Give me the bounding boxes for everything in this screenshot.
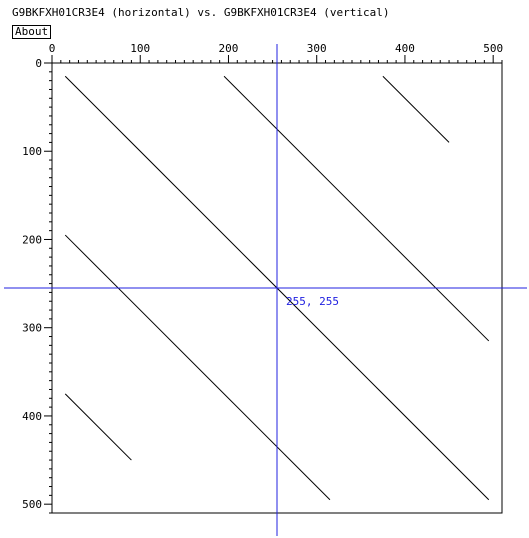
cursor-coordinates: 255, 255	[286, 295, 339, 308]
x-tick-label: 300	[307, 42, 327, 55]
y-axis-major-ticks: 0 100 200 300 400 500	[22, 57, 52, 511]
x-tick-label: 100	[130, 42, 150, 55]
x-axis-minor-ticks	[60, 60, 503, 63]
y-axis-minor-ticks	[49, 71, 52, 514]
y-tick-label: 400	[22, 410, 42, 423]
x-tick-label: 0	[49, 42, 56, 55]
x-tick-label: 200	[219, 42, 239, 55]
x-tick-label: 400	[395, 42, 415, 55]
x-axis-major-ticks: 0 100 200 300 400 500	[49, 42, 503, 63]
y-tick-label: 100	[22, 145, 42, 158]
alignment-segment	[64, 393, 132, 461]
y-tick-label: 300	[22, 322, 42, 335]
alignment-segment	[223, 75, 490, 342]
x-tick-label: 500	[483, 42, 503, 55]
about-button[interactable]: About	[12, 25, 52, 39]
alignment-segment	[64, 234, 331, 501]
y-tick-label: 0	[35, 57, 42, 70]
y-tick-label: 200	[22, 233, 42, 246]
alignment-segment	[382, 75, 450, 143]
y-tick-label: 500	[22, 498, 42, 511]
dotplot-title: G9BKFXH01CR3E4 (horizontal) vs. G9BKFXH0…	[12, 6, 390, 19]
